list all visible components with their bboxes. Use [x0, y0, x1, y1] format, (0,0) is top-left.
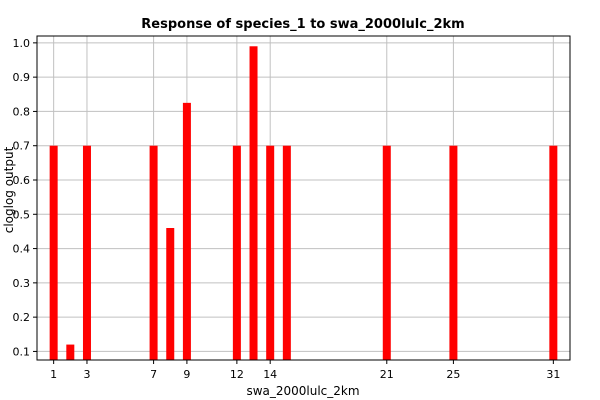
x-axis-label: swa_2000lulc_2km — [246, 384, 359, 398]
bar-2 — [66, 344, 75, 360]
y-axis-label: cloglog output — [2, 146, 16, 233]
bar-21 — [382, 145, 391, 360]
bar-1 — [49, 145, 58, 360]
x-tick-label-8: 31 — [546, 368, 560, 381]
x-tick-label-6: 21 — [380, 368, 394, 381]
bar-13 — [249, 46, 258, 361]
y-tick-label-0: 0.1 — [13, 345, 31, 358]
plot-area — [36, 35, 571, 361]
y-tick-label-6: 0.7 — [13, 140, 31, 153]
x-tick-label-4: 12 — [230, 368, 244, 381]
bar-14 — [266, 145, 275, 360]
bar-8 — [166, 228, 175, 360]
bar-31 — [549, 145, 558, 360]
x-tick-label-5: 14 — [263, 368, 277, 381]
y-axis-ticks: 0.1 0.2 0.3 0.4 0.5 0.6 0.7 0.8 0.9 1.0 — [13, 37, 37, 358]
bar-25 — [449, 145, 458, 360]
y-tick-label-7: 0.8 — [13, 105, 31, 118]
y-tick-label-3: 0.4 — [13, 243, 31, 256]
bar-12 — [232, 145, 241, 360]
bar-3 — [82, 145, 91, 360]
y-tick-label-8: 0.9 — [13, 71, 31, 84]
grid-lines — [37, 36, 570, 360]
x-tick-label-2: 7 — [150, 368, 157, 381]
y-tick-label-2: 0.3 — [13, 277, 31, 290]
bars — [49, 46, 558, 361]
bar-7 — [149, 145, 158, 360]
x-tick-label-1: 3 — [83, 368, 90, 381]
bar-15 — [282, 145, 291, 360]
bar-9 — [182, 102, 191, 360]
y-tick-label-4: 0.5 — [13, 208, 31, 221]
x-tick-label-3: 9 — [183, 368, 190, 381]
x-axis-ticks: 1 3 7 9 12 14 21 25 31 — [50, 360, 560, 381]
chart-title: Response of species_1 to swa_2000lulc_2k… — [141, 17, 464, 32]
y-tick-label-9: 1.0 — [13, 37, 31, 50]
x-tick-label-7: 25 — [446, 368, 460, 381]
y-tick-label-5: 0.6 — [13, 174, 31, 187]
y-tick-label-1: 0.2 — [13, 311, 31, 324]
x-tick-label-0: 1 — [50, 368, 57, 381]
